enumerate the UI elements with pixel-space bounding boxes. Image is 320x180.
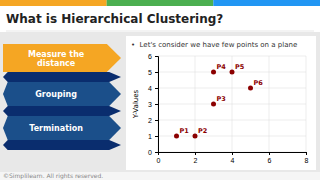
y-tick: 1 (148, 133, 158, 140)
x-axis: 0 2 4 6 8 (157, 152, 309, 164)
points (174, 70, 253, 139)
y-tick-label: 1 (148, 133, 152, 140)
y-tick-mark (155, 136, 158, 137)
y-axis-line (155, 57, 159, 153)
y-tick: 6 (148, 53, 158, 60)
top-bar (107, 0, 214, 6)
top-bar (213, 0, 320, 6)
x-tick-label: 2 (194, 157, 198, 164)
point (193, 134, 198, 139)
grid-line-y (158, 104, 306, 105)
point-label: P6 (254, 79, 264, 87)
y-tick-mark (155, 104, 158, 105)
point (174, 134, 179, 139)
point (230, 70, 235, 75)
x-tick-mark (195, 152, 196, 155)
x-tick-label: 8 (305, 157, 309, 164)
y-tick: 2 (148, 117, 158, 124)
x-tick: 4 (231, 152, 235, 164)
y-tick: 5 (148, 69, 158, 76)
y-tick-mark (155, 152, 158, 153)
point-label: P5 (235, 63, 245, 71)
point-label: P2 (198, 127, 207, 135)
grid-line-y (158, 88, 306, 89)
y-tick: 0 (148, 149, 158, 156)
content-panel (126, 36, 316, 170)
point (211, 102, 216, 107)
x-tick-label: 4 (231, 157, 235, 164)
sidebar-shadow (3, 106, 121, 116)
x-axis-line (159, 153, 307, 156)
footer: ©Simplilearn. All rights reserved. (3, 172, 103, 180)
top-bar (0, 0, 107, 6)
point-label: P4 (217, 63, 227, 71)
title-background (0, 6, 320, 32)
x-tick: 0 (157, 152, 161, 164)
y-tick-label: 3 (148, 101, 152, 108)
x-tick-mark (232, 152, 233, 155)
point-label: P3 (217, 95, 226, 103)
y-tick-mark (155, 72, 158, 73)
y-tick-label: 6 (148, 53, 152, 60)
grid-line-y (158, 56, 306, 57)
y-tick: 3 (148, 101, 158, 108)
sidebar-item (3, 116, 121, 140)
y-axis-title: Y-Values (132, 89, 140, 119)
y-tick-mark (155, 88, 158, 89)
sidebar-label: Measure thedistance (28, 50, 85, 68)
y-tick-label: 0 (148, 149, 152, 156)
page-background (0, 0, 320, 180)
grid-line-y (158, 136, 306, 137)
x-tick-label: 0 (157, 157, 161, 164)
y-axis: 0 1 2 3 4 5 6 (148, 53, 158, 156)
x-tick-label: 6 (268, 157, 272, 164)
sidebar-label: Grouping (35, 90, 77, 99)
title: What is Hierarchical Clustering? (6, 12, 223, 26)
y-tick-mark (155, 120, 158, 121)
y-tick-label: 4 (148, 85, 152, 92)
sidebar-item (3, 82, 121, 106)
point (211, 70, 216, 75)
y-tick: 4 (148, 85, 158, 92)
x-tick: 8 (305, 152, 309, 164)
point (248, 86, 253, 91)
grid (158, 56, 306, 152)
title-rule (6, 31, 314, 32)
x-tick-mark (306, 152, 307, 155)
y-tick-label: 5 (148, 69, 152, 76)
sidebar-shadow (3, 72, 121, 82)
point-label: P1 (180, 127, 190, 135)
sidebar-label: Termination (29, 124, 83, 133)
grid-line-y (158, 120, 306, 121)
sidebar-shadow (3, 140, 121, 150)
y-tick-mark (155, 56, 158, 57)
content-background (0, 32, 320, 172)
x-tick: 6 (268, 152, 272, 164)
bullet-text: • Let's consider we have few points on a… (131, 41, 297, 49)
point-labels: P1 P2 P3 P4 P5 P6 (180, 63, 264, 135)
x-tick: 2 (194, 152, 198, 164)
y-tick-label: 2 (148, 117, 152, 124)
x-tick-mark (269, 152, 270, 155)
sidebar-item (3, 44, 121, 72)
